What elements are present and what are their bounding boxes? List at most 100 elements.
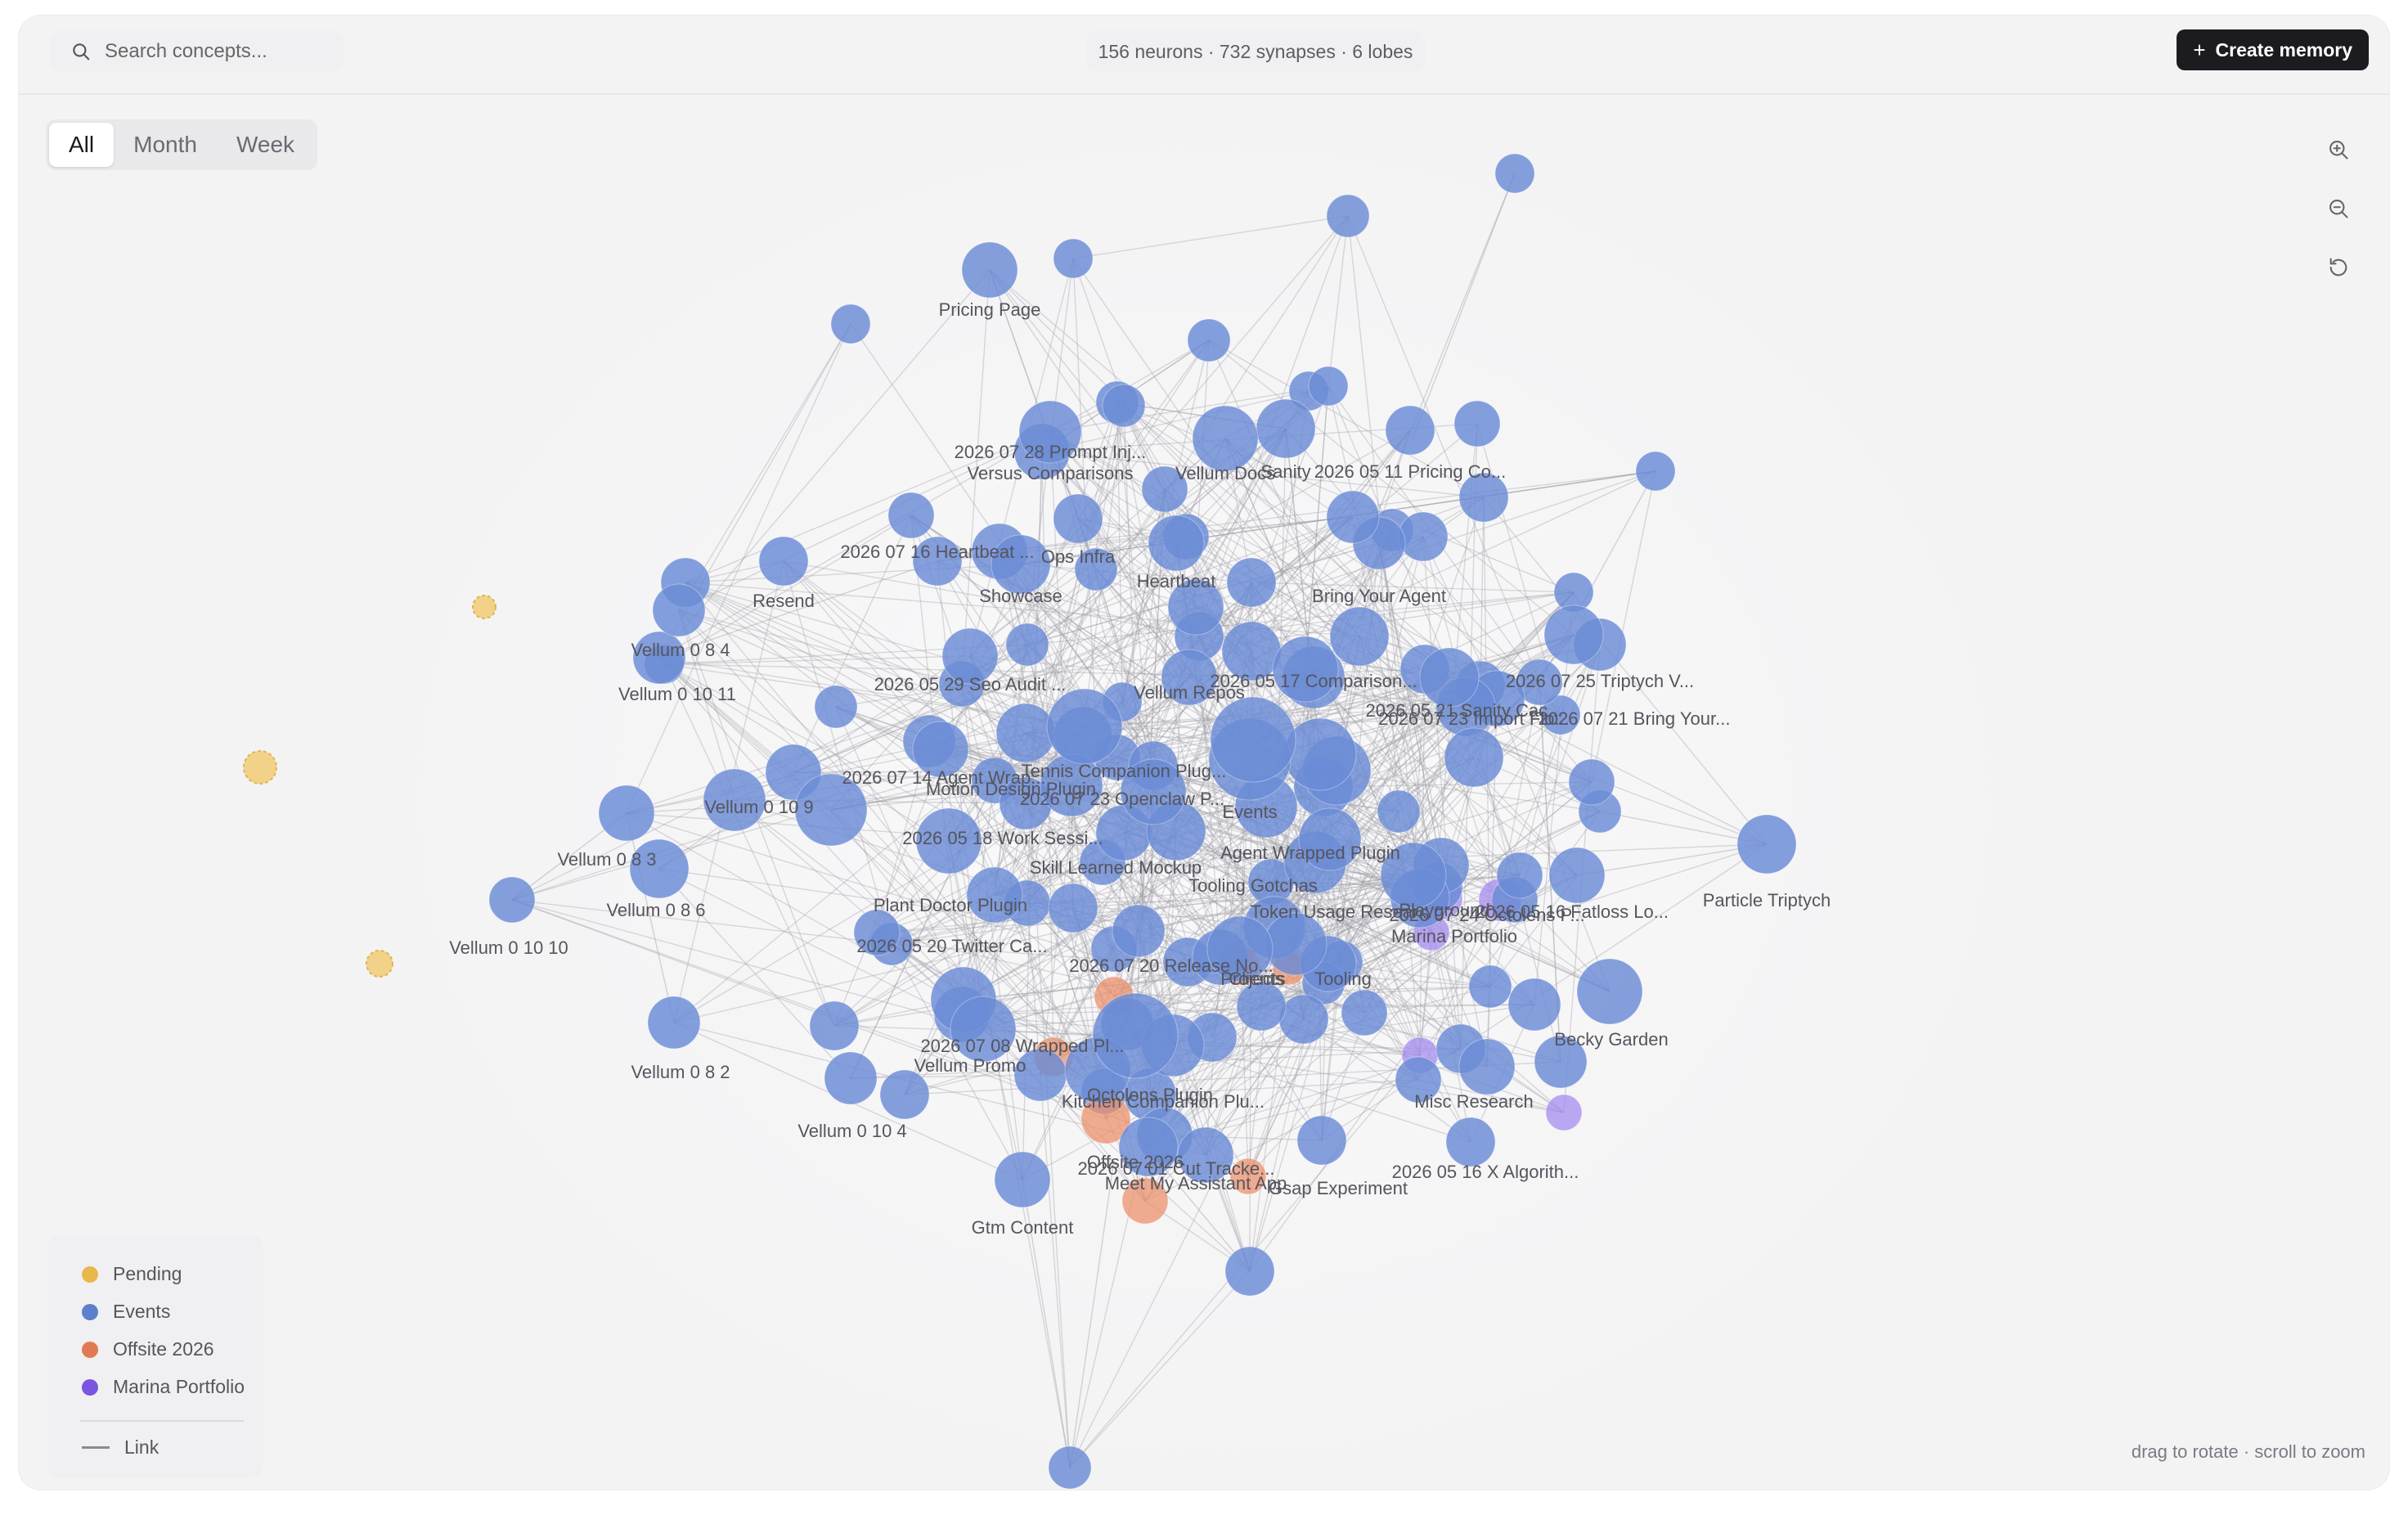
graph-node-unlabeled[interactable] — [809, 1000, 860, 1051]
graph-node[interactable] — [629, 838, 690, 899]
graph-node[interactable] — [703, 768, 766, 832]
graph-node[interactable] — [966, 866, 1023, 924]
graph-node-unlabeled[interactable] — [879, 1069, 930, 1120]
graph-node-unlabeled[interactable] — [1419, 647, 1480, 708]
graph-node[interactable] — [632, 631, 686, 685]
graph-node[interactable] — [1192, 405, 1259, 472]
graph-node[interactable] — [1046, 688, 1123, 765]
create-memory-button[interactable]: + Create memory — [2177, 29, 2369, 70]
graph-node-unlabeled[interactable] — [1329, 606, 1390, 667]
graph-node[interactable] — [1092, 992, 1179, 1079]
graph-node-unlabeled[interactable] — [1534, 1035, 1588, 1089]
graph-node-unlabeled[interactable] — [1229, 1158, 1267, 1195]
graph-node-unlabeled[interactable] — [1568, 758, 1615, 806]
graph-node[interactable] — [1206, 915, 1274, 982]
pending-node[interactable] — [243, 750, 277, 784]
graph-node-unlabeled[interactable] — [1543, 605, 1604, 665]
graph-node[interactable] — [912, 536, 963, 587]
graph-node-unlabeled[interactable] — [1444, 727, 1504, 788]
graph-node-unlabeled[interactable] — [1398, 511, 1449, 562]
graph-node-unlabeled[interactable] — [1053, 238, 1094, 279]
graph-node[interactable] — [824, 1051, 878, 1105]
graph-node-unlabeled[interactable] — [1468, 964, 1512, 1009]
graph-node-unlabeled[interactable] — [1177, 1126, 1234, 1184]
graph-node[interactable] — [1018, 400, 1082, 464]
graph-node[interactable] — [1296, 1115, 1347, 1166]
graph-node-unlabeled[interactable] — [1326, 194, 1370, 238]
graph-node-unlabeled[interactable] — [995, 703, 1056, 763]
graph-node-unlabeled[interactable] — [830, 303, 871, 344]
tab-all[interactable]: All — [49, 123, 115, 167]
search-box[interactable] — [49, 31, 344, 72]
graph-node[interactable] — [598, 784, 655, 842]
graph-node-unlabeled[interactable] — [1308, 366, 1349, 407]
graph-node-unlabeled[interactable] — [1377, 789, 1421, 834]
graph-node[interactable] — [961, 241, 1018, 299]
graph-node-unlabeled[interactable] — [652, 583, 706, 637]
graph-node-unlabeled[interactable] — [1102, 384, 1146, 428]
graph-node[interactable] — [488, 876, 536, 924]
graph-node[interactable] — [1148, 515, 1205, 572]
graph-node[interactable] — [1161, 649, 1218, 706]
graph-node[interactable] — [1256, 398, 1316, 459]
graph-node[interactable] — [1120, 758, 1187, 825]
graph-node-unlabeled[interactable] — [1395, 1056, 1442, 1104]
graph-node-unlabeled[interactable] — [1005, 623, 1049, 667]
graph-node-unlabeled[interactable] — [794, 773, 868, 847]
graph-node[interactable] — [912, 721, 969, 778]
search-input[interactable] — [103, 39, 344, 64]
graph-node-unlabeled[interactable] — [1236, 981, 1287, 1032]
graph-node-unlabeled[interactable] — [1283, 717, 1357, 791]
graph-node-unlabeled[interactable] — [1272, 636, 1339, 703]
graph-node[interactable] — [1053, 493, 1103, 544]
graph-node-unlabeled[interactable] — [1224, 1246, 1275, 1297]
graph-node[interactable] — [853, 909, 901, 956]
graph-node-unlabeled[interactable] — [1496, 852, 1543, 899]
graph-node-unlabeled[interactable] — [1494, 153, 1535, 194]
graph-node[interactable] — [941, 627, 999, 685]
graph-node-unlabeled[interactable] — [1453, 400, 1501, 447]
graph-node[interactable] — [915, 807, 982, 874]
graph-node-unlabeled[interactable] — [1048, 883, 1098, 933]
graph-node-unlabeled[interactable] — [1121, 1177, 1169, 1225]
graph-node-unlabeled[interactable] — [950, 996, 1017, 1063]
memory-graph[interactable]: Pricing Page 2026 07 28 Prompt Inj...Vers… — [18, 15, 2390, 1490]
graph-node-unlabeled[interactable] — [1167, 578, 1224, 636]
graph-node-unlabeled[interactable] — [1278, 994, 1329, 1045]
graph-node[interactable] — [994, 1151, 1051, 1208]
graph-node-unlabeled[interactable] — [1341, 989, 1388, 1036]
graph-node[interactable] — [647, 996, 701, 1050]
graph-node[interactable] — [1385, 405, 1435, 456]
zoom-in-button[interactable] — [2318, 129, 2359, 170]
graph-node-unlabeled[interactable] — [1210, 696, 1296, 783]
graph-node[interactable] — [758, 536, 809, 587]
graph-node-unlabeled[interactable] — [1074, 547, 1118, 591]
graph-node[interactable] — [1118, 1117, 1179, 1177]
tab-month[interactable]: Month — [133, 132, 197, 157]
graph-node[interactable] — [1576, 958, 1643, 1025]
pending-node[interactable] — [472, 595, 496, 619]
graph-node-unlabeled[interactable] — [1298, 807, 1362, 871]
graph-node-unlabeled[interactable] — [1507, 978, 1561, 1032]
graph-node-unlabeled[interactable] — [1545, 1094, 1583, 1131]
graph-node-unlabeled[interactable] — [814, 685, 858, 729]
graph-node-unlabeled[interactable] — [1380, 842, 1447, 909]
graph-node[interactable] — [1736, 814, 1797, 874]
graph-node-unlabeled[interactable] — [887, 492, 935, 539]
zoom-out-button[interactable] — [2318, 188, 2359, 229]
tab-week[interactable]: Week — [236, 132, 295, 157]
graph-node-unlabeled[interactable] — [1635, 451, 1676, 492]
graph-node-unlabeled[interactable] — [1458, 1038, 1516, 1095]
graph-node[interactable] — [1540, 695, 1581, 735]
graph-node-unlabeled[interactable] — [1048, 1445, 1092, 1490]
pending-node[interactable] — [366, 950, 393, 978]
graph-node-unlabeled[interactable] — [1326, 490, 1380, 544]
graph-node-unlabeled[interactable] — [1264, 912, 1328, 976]
graph-node-unlabeled[interactable] — [1187, 318, 1231, 362]
graph-node-unlabeled[interactable] — [1548, 847, 1606, 904]
reset-view-button[interactable] — [2318, 247, 2359, 288]
graph-node-unlabeled[interactable] — [1458, 472, 1509, 523]
graph-node-unlabeled[interactable] — [1141, 465, 1188, 513]
graph-node-unlabeled[interactable] — [1226, 557, 1277, 608]
graph-node[interactable] — [1445, 1117, 1496, 1167]
